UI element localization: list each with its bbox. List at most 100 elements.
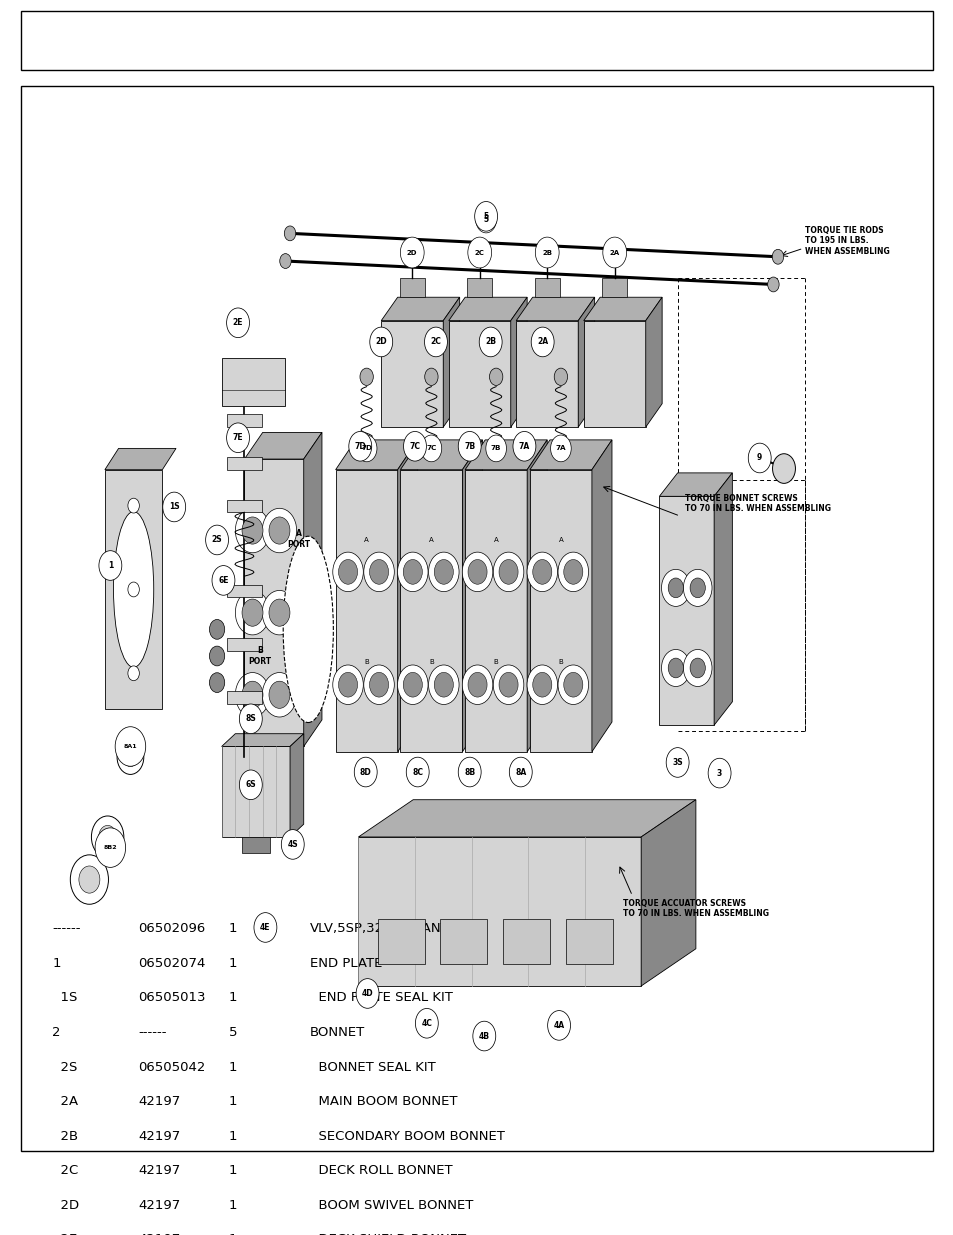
- Bar: [227, 584, 261, 598]
- Text: 2C: 2C: [52, 1165, 79, 1177]
- Circle shape: [457, 431, 480, 461]
- Bar: [565, 919, 613, 963]
- Circle shape: [262, 673, 296, 718]
- Circle shape: [689, 578, 704, 598]
- Circle shape: [269, 682, 290, 709]
- Circle shape: [689, 658, 704, 678]
- Circle shape: [667, 578, 682, 598]
- Text: 2E: 2E: [52, 1234, 77, 1235]
- Circle shape: [542, 242, 552, 254]
- Bar: [21, 11, 932, 70]
- Bar: [227, 638, 261, 651]
- Polygon shape: [714, 473, 732, 725]
- Text: 06505042: 06505042: [138, 1061, 206, 1073]
- Polygon shape: [578, 298, 594, 427]
- Text: 7C: 7C: [409, 442, 420, 451]
- Polygon shape: [105, 448, 176, 469]
- Circle shape: [363, 664, 394, 704]
- Circle shape: [420, 435, 441, 462]
- Circle shape: [79, 866, 100, 893]
- Text: 6E: 6E: [218, 576, 229, 585]
- Text: END PLATE: END PLATE: [310, 957, 382, 969]
- Circle shape: [253, 913, 276, 942]
- Text: 7B: 7B: [491, 446, 501, 452]
- Text: 4E: 4E: [260, 923, 271, 932]
- Text: 8B: 8B: [464, 767, 475, 777]
- Text: 8A1: 8A1: [124, 743, 137, 748]
- Text: B: B: [364, 658, 369, 664]
- Bar: [601, 278, 626, 298]
- Circle shape: [338, 559, 357, 584]
- Circle shape: [434, 672, 453, 697]
- Circle shape: [333, 552, 363, 592]
- Text: 06502074: 06502074: [138, 957, 206, 969]
- Bar: [516, 321, 578, 427]
- Circle shape: [403, 672, 422, 697]
- Bar: [227, 414, 261, 427]
- Circle shape: [239, 704, 262, 734]
- Text: 4D: 4D: [361, 989, 373, 998]
- Circle shape: [354, 757, 376, 787]
- Text: 1: 1: [108, 561, 112, 571]
- Text: 8C: 8C: [412, 767, 423, 777]
- Circle shape: [468, 672, 487, 697]
- Text: 9: 9: [757, 453, 761, 462]
- Circle shape: [242, 517, 263, 545]
- Bar: [400, 469, 462, 752]
- Circle shape: [128, 498, 139, 513]
- Bar: [440, 919, 487, 963]
- Text: MAIN BOOM BONNET: MAIN BOOM BONNET: [310, 1095, 457, 1108]
- Circle shape: [493, 552, 523, 592]
- Bar: [358, 837, 640, 986]
- Text: 1: 1: [229, 1165, 237, 1177]
- Text: BONNET SEAL KIT: BONNET SEAL KIT: [310, 1061, 436, 1073]
- Bar: [535, 278, 559, 298]
- Circle shape: [403, 431, 426, 461]
- Bar: [659, 496, 714, 725]
- Polygon shape: [303, 432, 321, 746]
- Text: 7E: 7E: [233, 433, 243, 442]
- Text: 5: 5: [229, 1026, 237, 1039]
- Text: 4S: 4S: [287, 840, 297, 848]
- Circle shape: [407, 242, 416, 254]
- Circle shape: [117, 740, 144, 774]
- Circle shape: [535, 237, 558, 268]
- Bar: [227, 499, 261, 513]
- Polygon shape: [443, 298, 459, 427]
- Polygon shape: [400, 440, 482, 469]
- Text: 1: 1: [229, 1234, 237, 1235]
- Circle shape: [475, 201, 497, 231]
- Bar: [105, 469, 162, 709]
- Circle shape: [526, 552, 557, 592]
- Text: ------: ------: [138, 1026, 167, 1039]
- Polygon shape: [465, 440, 547, 469]
- Circle shape: [682, 569, 711, 606]
- Circle shape: [513, 431, 536, 461]
- Circle shape: [235, 590, 270, 635]
- Text: 2C: 2C: [430, 337, 441, 347]
- Text: 7D: 7D: [354, 442, 366, 451]
- Polygon shape: [290, 734, 303, 837]
- Circle shape: [531, 327, 554, 357]
- Circle shape: [356, 435, 376, 462]
- Circle shape: [212, 566, 234, 595]
- Text: 42197: 42197: [138, 1165, 180, 1177]
- Circle shape: [262, 509, 296, 553]
- Circle shape: [415, 1009, 437, 1039]
- Circle shape: [349, 431, 372, 461]
- Text: B: B: [429, 658, 434, 664]
- Circle shape: [99, 551, 122, 580]
- Polygon shape: [510, 298, 527, 427]
- Circle shape: [493, 664, 523, 704]
- Text: 42197: 42197: [138, 1234, 180, 1235]
- Text: 42197: 42197: [138, 1199, 180, 1212]
- Text: TORQUE ACCUATOR SCREWS
TO 70 IN LBS. WHEN ASSEMBLING: TORQUE ACCUATOR SCREWS TO 70 IN LBS. WHE…: [622, 899, 768, 918]
- Polygon shape: [358, 800, 695, 837]
- Text: DECK SHIELD BONNET: DECK SHIELD BONNET: [310, 1234, 466, 1235]
- Circle shape: [532, 559, 551, 584]
- Text: END PLATE SEAL KIT: END PLATE SEAL KIT: [310, 992, 453, 1004]
- Text: DECK ROLL BONNET: DECK ROLL BONNET: [310, 1165, 453, 1177]
- Text: 2B: 2B: [485, 337, 496, 347]
- Polygon shape: [583, 298, 661, 321]
- Text: 2E: 2E: [233, 319, 243, 327]
